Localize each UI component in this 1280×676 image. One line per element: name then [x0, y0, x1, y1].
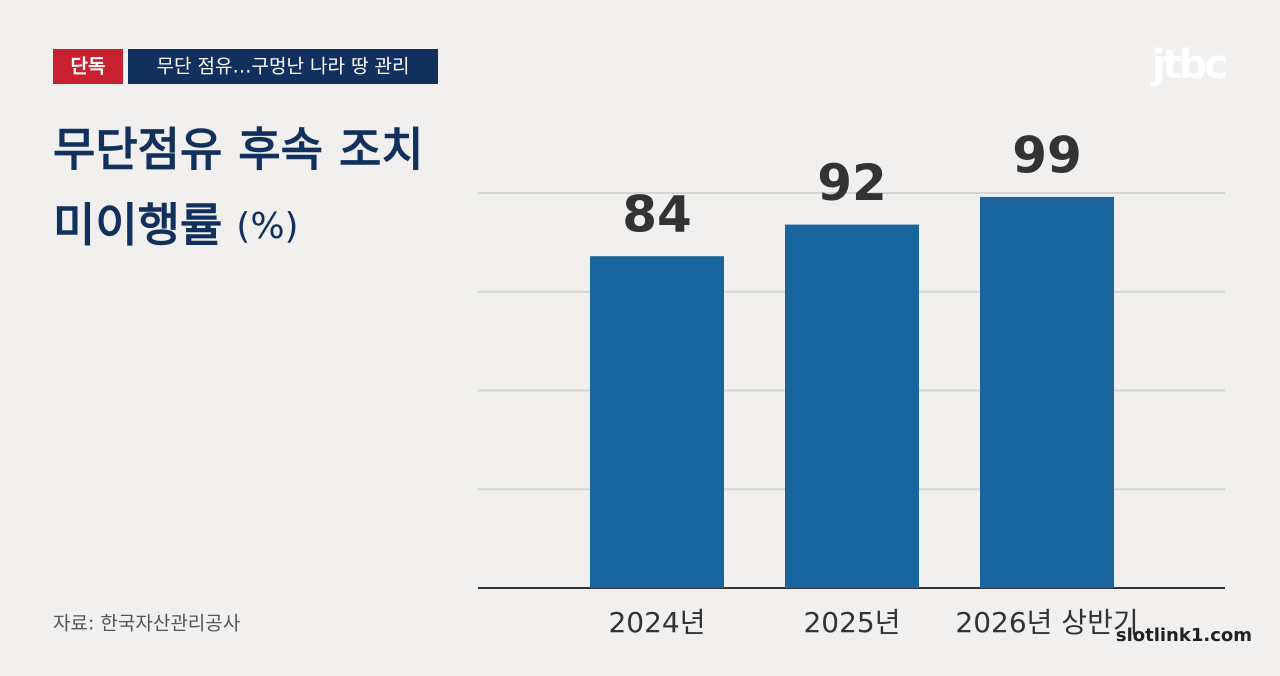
- logo: jtbc: [1150, 42, 1226, 88]
- x-tick-label: 2025년: [803, 606, 900, 639]
- bar: [980, 196, 1114, 588]
- value-label: 92: [817, 154, 887, 212]
- badge-box: [53, 49, 123, 84]
- watermark: slotlink1.com: [1116, 625, 1252, 646]
- bar: [590, 256, 724, 588]
- x-tick-label: 2026년 상반기: [955, 606, 1138, 639]
- value-label: 99: [1012, 126, 1082, 184]
- value-label: 84: [622, 186, 692, 244]
- chart-title-line2: 미이행률 (%): [53, 198, 299, 252]
- chart-title: 미이행률: [53, 198, 222, 252]
- headline-box: [128, 49, 438, 84]
- x-tick-label: 2024년: [608, 606, 705, 639]
- bar: [785, 224, 919, 588]
- badge: 단독: [71, 56, 106, 78]
- chart-title: 무단점유 후속 조치: [53, 123, 424, 177]
- unit: (%): [236, 206, 298, 247]
- headline: 무단 점유…구멍난 나라 땅 관리: [157, 56, 410, 78]
- source: 자료: 한국자산관리공사: [53, 613, 240, 635]
